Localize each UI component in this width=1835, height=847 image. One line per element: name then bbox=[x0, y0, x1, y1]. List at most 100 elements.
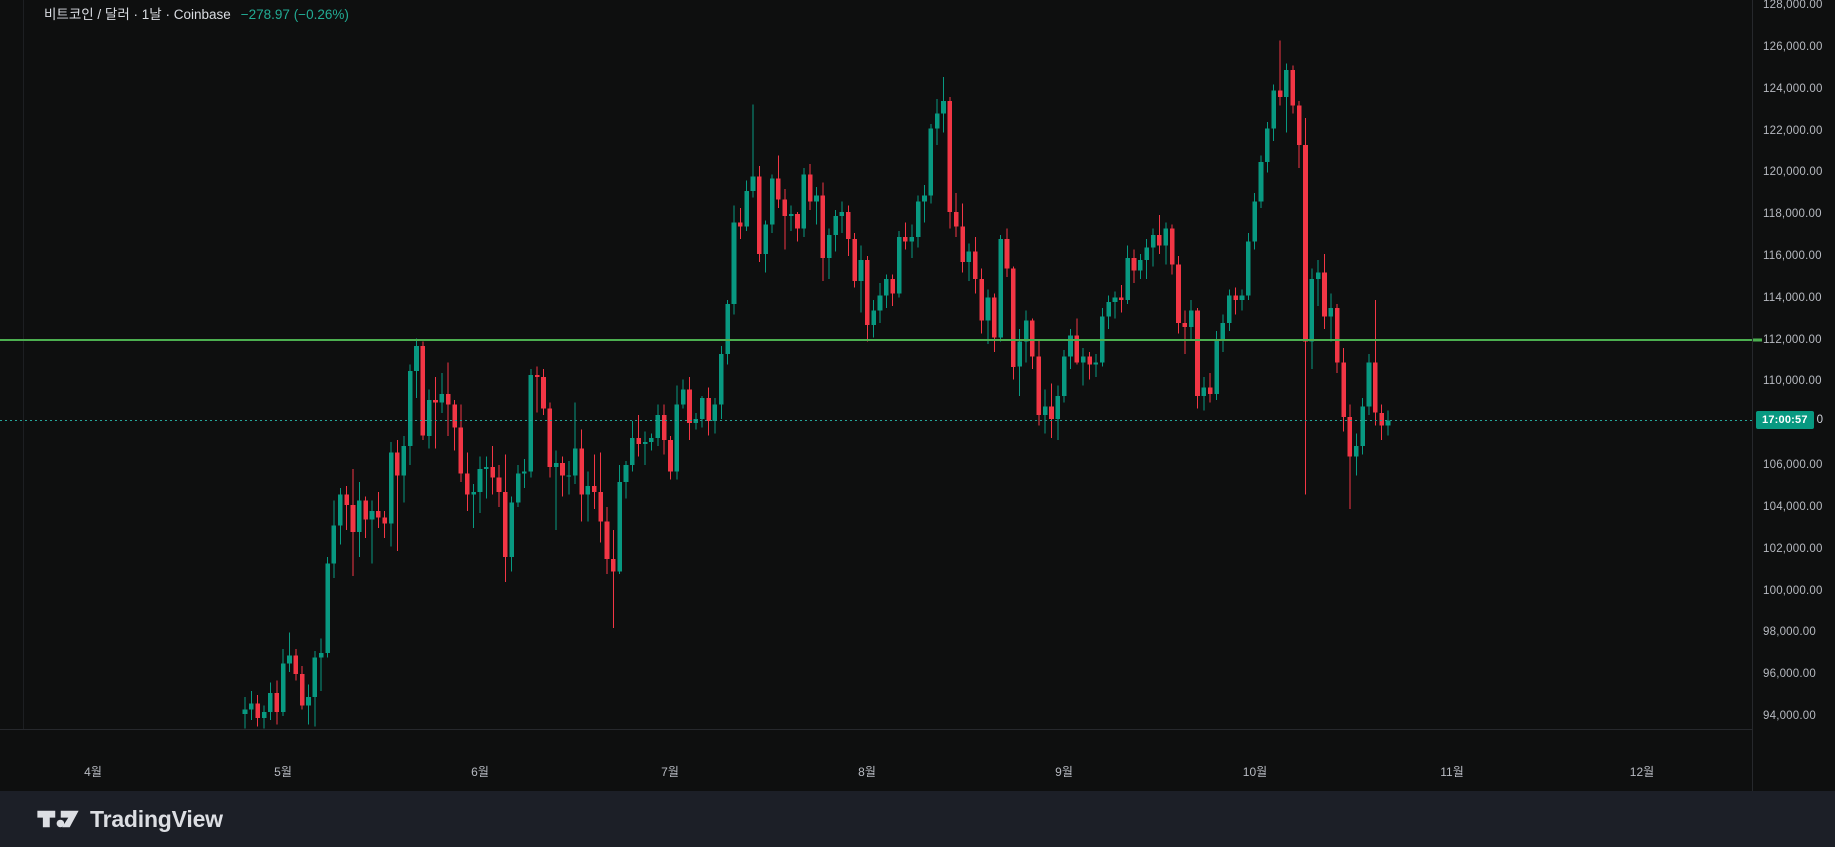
candle-body bbox=[972, 251, 978, 279]
candle-body bbox=[649, 437, 654, 443]
candle-body bbox=[1011, 268, 1016, 367]
candle-wick bbox=[790, 205, 792, 231]
chart-pane[interactable] bbox=[0, 0, 1752, 729]
price-axis-label: 118,000.00 bbox=[1763, 208, 1822, 221]
horizontal-line-axis-tick bbox=[1753, 338, 1762, 342]
tradingview-logo[interactable]: TradingView bbox=[36, 805, 223, 833]
candle-wick bbox=[536, 366, 538, 413]
candle-body bbox=[1074, 335, 1080, 363]
candle-body bbox=[401, 446, 407, 476]
candle-body bbox=[1201, 387, 1207, 397]
candle-body bbox=[814, 195, 819, 202]
candle-body bbox=[579, 448, 584, 495]
candle-body bbox=[414, 345, 419, 371]
symbol-title[interactable]: 비트코인 / 달러 · 1날 · Coinbase bbox=[44, 7, 231, 22]
candle-body bbox=[725, 304, 730, 355]
candle-wick bbox=[1114, 291, 1116, 319]
candle-body bbox=[350, 504, 356, 532]
candle-body bbox=[1207, 387, 1213, 394]
candle-wick bbox=[485, 456, 487, 499]
candle-body bbox=[1004, 239, 1010, 269]
candle-body bbox=[1373, 362, 1378, 413]
candle-body bbox=[1150, 235, 1156, 248]
time-axis-label: 7월 bbox=[661, 765, 679, 779]
price-axis-label: 104,000.00 bbox=[1763, 500, 1823, 513]
candle-body bbox=[1220, 322, 1226, 340]
candle-body bbox=[1214, 339, 1219, 394]
candle-body bbox=[1138, 260, 1143, 271]
candle-body bbox=[242, 709, 248, 714]
candle-body bbox=[1182, 322, 1188, 328]
candle-body bbox=[642, 442, 648, 445]
candle-body bbox=[325, 563, 330, 654]
time-axis-label: 12월 bbox=[1629, 765, 1655, 779]
candle-body bbox=[1017, 341, 1022, 367]
candle-body bbox=[426, 400, 432, 436]
candlestick-canvas[interactable] bbox=[0, 0, 1752, 729]
last-price-axis-label: 17:00:57 0 bbox=[1756, 411, 1823, 429]
time-axis-label: 11월 bbox=[1440, 765, 1464, 779]
candle-wick bbox=[1241, 289, 1243, 311]
candle-body bbox=[668, 439, 673, 472]
price-axis-label: 124,000.00 bbox=[1763, 82, 1823, 95]
candle-body bbox=[1341, 362, 1346, 417]
candle-body bbox=[1315, 272, 1321, 279]
candle-body bbox=[877, 295, 883, 311]
candle-wick bbox=[1279, 40, 1281, 106]
time-axis[interactable]: 4월 5월 6월 7월 8월 9월 10월 11월 12월 bbox=[0, 729, 1835, 792]
candle-body bbox=[1093, 362, 1099, 365]
price-axis-label: 114,000.00 bbox=[1763, 291, 1822, 304]
candle-body bbox=[1277, 90, 1283, 97]
candle-body bbox=[312, 657, 318, 698]
candle-body bbox=[1290, 69, 1296, 106]
candle-wick bbox=[593, 454, 595, 509]
candle-body bbox=[1163, 228, 1169, 246]
candle-body bbox=[1061, 356, 1067, 397]
candle-body bbox=[1271, 90, 1276, 129]
candle-body bbox=[769, 178, 775, 225]
price-axis[interactable]: 17:00:57 0 128,000.00 126,000.00 124,000.0… bbox=[1752, 0, 1835, 791]
candle-body bbox=[1246, 241, 1251, 296]
candle-wick bbox=[612, 529, 614, 629]
candle-wick bbox=[320, 638, 322, 691]
candle-body bbox=[763, 224, 768, 254]
last-price-remainder-digit: 0 bbox=[1816, 414, 1824, 426]
price-change-abs: −278.97 bbox=[240, 7, 290, 22]
candle-wick bbox=[555, 450, 557, 530]
candle-body bbox=[979, 278, 984, 321]
candle-body bbox=[1112, 297, 1118, 302]
candle-body bbox=[376, 511, 381, 518]
candle-body bbox=[490, 467, 495, 478]
candle-body bbox=[274, 692, 280, 712]
candle-body bbox=[331, 525, 337, 564]
candle-body bbox=[852, 239, 857, 282]
tradingview-logo-text: TradingView bbox=[90, 805, 223, 832]
candle-wick bbox=[650, 433, 652, 451]
candle-body bbox=[1226, 295, 1232, 323]
candle-body bbox=[630, 437, 635, 466]
candle-wick bbox=[752, 104, 754, 198]
candle-body bbox=[687, 389, 692, 424]
candle-body bbox=[1036, 356, 1042, 415]
candle-body bbox=[598, 492, 603, 522]
tradingview-logo-icon bbox=[37, 810, 79, 828]
candle-body bbox=[617, 481, 622, 572]
candle-body bbox=[344, 494, 349, 505]
candle-body bbox=[591, 485, 597, 493]
horizontal-line-drawing[interactable] bbox=[0, 339, 1752, 341]
candle-wick bbox=[1235, 287, 1237, 315]
candle-wick bbox=[473, 483, 475, 528]
candle-body bbox=[1296, 105, 1302, 146]
time-axis-label: 8월 bbox=[858, 765, 876, 779]
candle-body bbox=[433, 400, 438, 403]
candle-wick bbox=[523, 458, 525, 489]
candle-wick bbox=[1082, 347, 1084, 386]
candle-wick bbox=[638, 414, 640, 457]
candle-body bbox=[858, 260, 864, 282]
candle-body bbox=[1322, 272, 1327, 317]
candle-body bbox=[795, 214, 800, 229]
candle-body bbox=[503, 492, 508, 558]
candle-body bbox=[833, 216, 838, 236]
candle-body bbox=[382, 517, 387, 524]
candle-body bbox=[865, 260, 870, 325]
